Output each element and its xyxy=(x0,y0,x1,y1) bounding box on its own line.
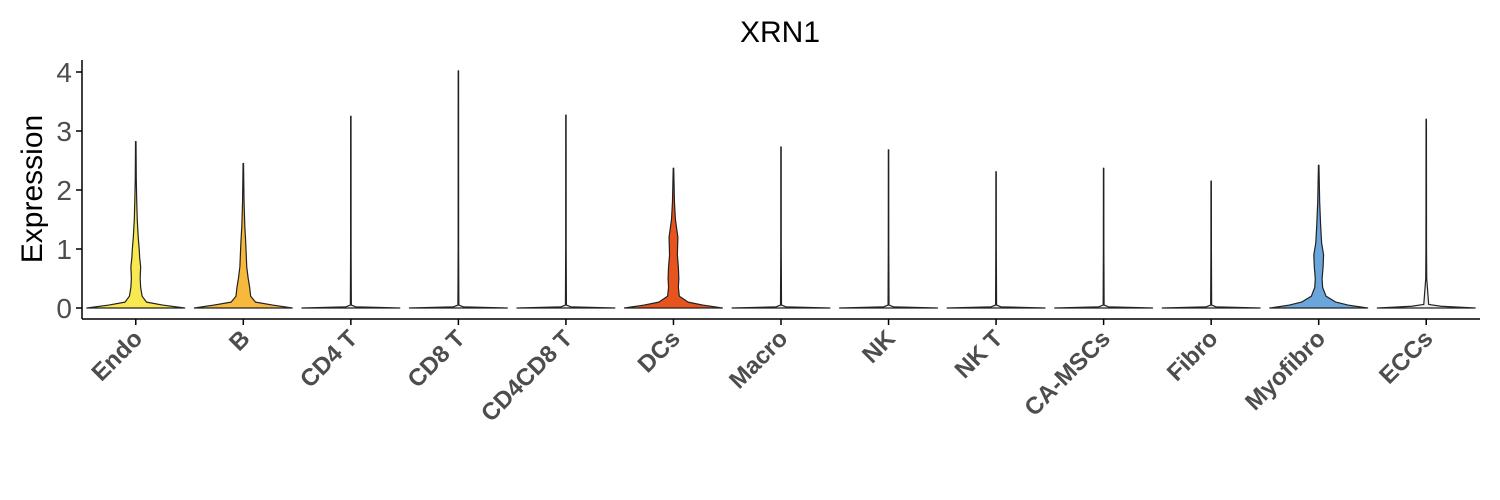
x-tick-label: Fibro xyxy=(1162,325,1224,387)
x-tick-label: Myofibro xyxy=(1240,325,1331,416)
x-tick-label: CD4CD8 T xyxy=(476,325,578,427)
y-tick-label: 4 xyxy=(56,57,72,88)
violin-fibro xyxy=(1161,180,1261,309)
violin-cd8-t xyxy=(408,70,508,309)
x-axis: Endo B CD4 T CD8 T CD4CD8 T DCs Macro NK NK T CA-… xyxy=(86,319,1438,427)
x-tick-label: NK T xyxy=(950,325,1009,384)
y-axis: 0 1 2 3 4 xyxy=(56,57,82,324)
x-tick-label: CD4 T xyxy=(295,325,363,393)
chart-title: XRN1 xyxy=(740,16,820,49)
violin-dcs xyxy=(623,167,723,309)
y-tick-label: 3 xyxy=(56,116,72,147)
x-tick-label: CD8 T xyxy=(403,325,471,393)
x-tick-label: Endo xyxy=(86,325,148,387)
violin-layer xyxy=(86,70,1476,309)
violin-b xyxy=(193,162,293,309)
x-tick-label: CA-MSCs xyxy=(1019,325,1115,421)
violin-endo xyxy=(86,141,186,309)
y-axis-label: Expression xyxy=(16,115,49,263)
violin-cd4-t xyxy=(301,115,401,309)
x-tick-label: B xyxy=(224,325,255,356)
y-tick-label: 2 xyxy=(56,175,72,206)
x-tick-label: DCs xyxy=(633,325,686,378)
y-tick-label: 1 xyxy=(56,234,72,265)
x-tick-label: ECCs xyxy=(1374,325,1438,389)
violin-nk-t xyxy=(946,171,1046,309)
y-tick-label: 0 xyxy=(56,293,72,324)
x-tick-label: NK xyxy=(857,325,901,369)
violin-macro xyxy=(731,146,831,309)
x-tick-label: Macro xyxy=(724,325,793,394)
violin-eccs xyxy=(1376,118,1476,309)
violin-nk xyxy=(839,149,939,309)
violin-myofibro xyxy=(1269,164,1369,309)
violin-cd4cd8-t xyxy=(516,114,616,309)
violin-ca-mscs xyxy=(1054,167,1154,309)
